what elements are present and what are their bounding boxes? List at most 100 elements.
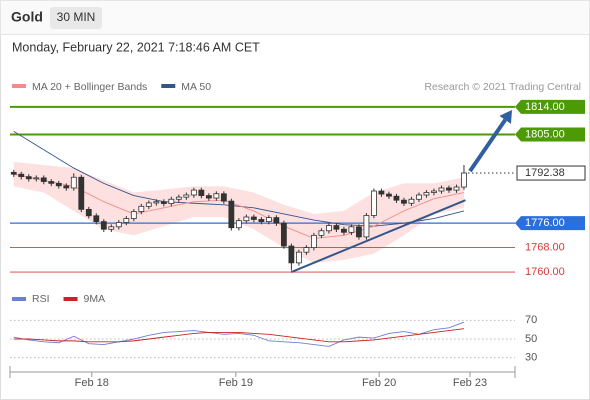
bollinger-band [13,161,464,263]
candle-body [190,189,197,196]
candle-body [295,251,302,264]
x-tick-label: Feb 20 [362,377,396,389]
candle-body [280,222,287,247]
candle-body [386,193,392,197]
candle-body [273,217,280,224]
candle-body [250,216,257,220]
y-tick-label: 30 [525,352,537,364]
ma50-line [13,131,465,227]
candle-body [18,173,25,178]
legend-label: 9MA [84,293,106,305]
candle-body [175,196,182,200]
legend-label: MA 50 [181,81,211,93]
candle-body [408,198,415,204]
candle-body [55,182,62,187]
legend-swatch [12,84,26,88]
arrow-shaft [468,118,507,173]
level-label: 1776.00 [525,217,565,229]
candle-body [363,215,370,238]
candle-body [70,176,77,189]
candle-body [318,230,325,236]
interval-badge[interactable] [50,7,102,29]
candle-body [168,198,175,204]
candle-body [138,205,145,212]
level-label: 1792.38 [525,167,565,179]
arrow-head [499,109,512,124]
candle-body [371,190,377,216]
candle-body [10,171,17,175]
ma20-line [13,173,465,239]
level-label: 1814.00 [525,101,565,113]
candle-body [40,177,47,182]
x-tick-label: Feb 18 [75,377,109,389]
rsi-ma-line [13,328,465,343]
candle-body [461,172,467,188]
candle-body [265,217,272,222]
candle-body [213,193,220,199]
candle-body [401,199,407,204]
candle-body [326,225,332,232]
candle-body [85,208,92,217]
candle-body [160,201,167,204]
candle-body [348,226,355,233]
candle-body [243,216,250,222]
x-tick-label: Feb 19 [219,377,253,389]
level-label: 1768.00 [525,241,565,253]
candle-body [25,176,32,180]
level-box [515,127,585,142]
interval[interactable]: 30 MIN [57,10,96,24]
datetime: Monday, February 22, 2021 7:18:46 AM CET [12,40,260,54]
candle-body [198,189,205,197]
candle-body [108,226,115,230]
candle-body [220,193,227,202]
rsi-line [13,321,465,347]
candle-body [123,218,130,223]
candle-body [378,190,385,195]
candle-body [341,228,347,233]
level-box [515,99,585,114]
candle-body [100,221,107,230]
candle-body [393,195,400,201]
level-label: 1760.00 [525,266,565,278]
symbol: Gold [11,9,43,25]
candle-body [183,194,190,198]
candle-body [258,219,265,222]
candle-body [288,245,295,264]
source: Research © 2021 Trading Central [424,81,581,93]
candle-body [63,185,70,189]
candle-body [235,220,242,229]
level-label: 1805.00 [525,128,565,140]
candle-body [33,177,40,180]
candle-body [78,176,85,210]
y-tick-label: 70 [525,314,537,326]
candle-body [48,181,55,184]
candle-body [153,201,160,204]
legend-swatch [63,297,78,301]
candle-body [423,192,430,196]
candle-body [333,225,340,230]
candle-body [311,234,317,248]
legend-label: RSI [32,293,50,305]
candle-body [93,215,100,222]
legend-label: MA 20 + Bollinger Bands [32,81,147,93]
candle-body [416,194,422,200]
candle-body [145,202,152,207]
candle-body [446,187,452,191]
legend-swatch [161,84,176,88]
candle-body [115,222,122,228]
candle-body [453,186,460,191]
y-tick-label: 50 [525,333,537,345]
trendline [291,199,466,273]
legend-swatch [12,297,26,301]
candle-body [303,247,310,253]
candle-body [438,187,445,192]
candle-body [228,200,235,229]
candle-body [356,226,362,238]
candle-body [205,195,212,199]
candle-body [431,190,437,193]
x-tick-label: Feb 23 [453,377,487,389]
candle-body [130,211,137,219]
level-box [516,165,586,181]
